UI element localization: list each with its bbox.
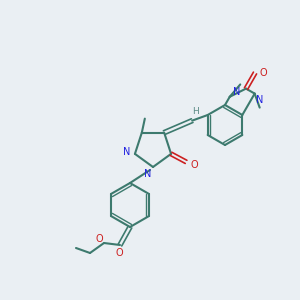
Text: N: N [256,94,263,105]
Text: N: N [144,169,152,179]
Text: O: O [115,248,123,258]
Text: N: N [123,147,130,157]
Text: O: O [95,234,103,244]
Text: H: H [192,107,199,116]
Text: O: O [259,68,267,78]
Text: O: O [190,160,198,170]
Text: N: N [233,87,240,97]
